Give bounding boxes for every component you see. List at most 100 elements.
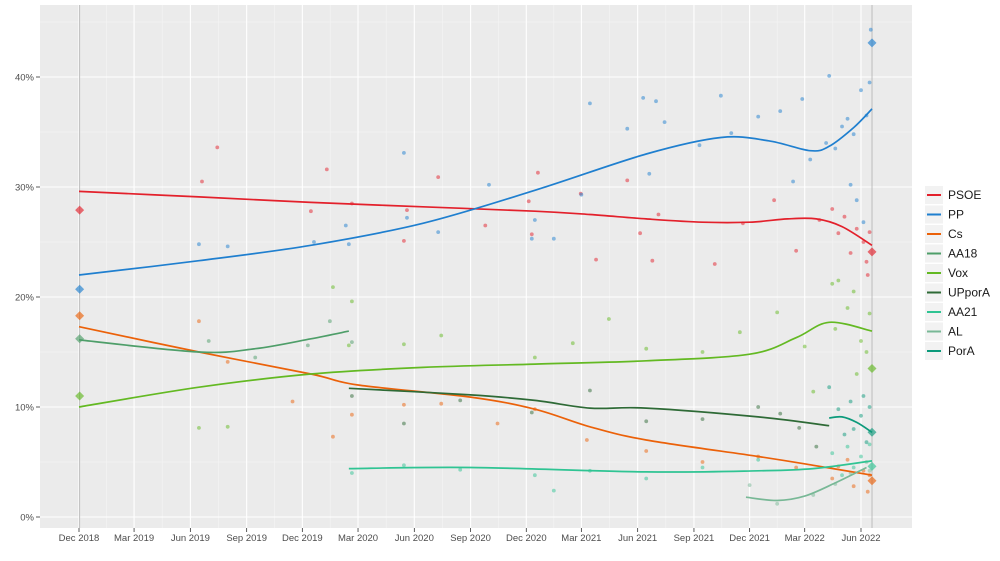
poll-point-uppora [402,421,406,426]
poll-point-vox [346,343,351,348]
poll-point-pora [851,427,856,431]
result-diamond-cs [867,476,877,486]
poll-point-vox [570,341,575,346]
poll-point-cs [290,399,295,404]
poll-point-psoe [865,273,870,277]
poll-point-uppora [350,394,354,398]
poll-point-pp [808,157,813,162]
poll-point-aa18 [350,340,354,344]
poll-point-cs [331,434,335,439]
poll-point-uppora [797,426,802,430]
poll-point-psoe [638,231,643,236]
poll-point-psoe [529,232,534,237]
poll-point-uppora [756,405,761,409]
poll-point-aa18 [206,339,211,343]
result-diamond-psoe [867,247,877,257]
trend-line-aa18 [78,330,350,354]
poll-point-psoe [625,178,630,183]
poll-point-aa21 [830,451,835,456]
legend-label-cs: Cs [948,227,963,241]
poll-point-pp [851,132,856,137]
trend-lines [78,108,873,502]
poll-point-pp [312,240,316,244]
poll-point-pora [864,440,869,445]
poll-point-pp [848,182,853,187]
poll-point-pp [756,114,761,119]
legend-label-aa18: AA18 [948,247,978,261]
x-tick-label: Jun 2020 [395,533,434,544]
poll-point-vox [854,372,859,376]
poll-point-cs [584,438,589,442]
poll-point-al [775,501,780,506]
poll-point-vox [402,342,406,347]
poll-point-cs [197,319,201,324]
poll-point-psoe [842,214,847,219]
poll-point-cs [644,449,649,453]
poll-point-pp [625,126,630,131]
result-diamond-pp [75,284,85,294]
trend-line-pora [829,415,873,434]
legend-label-pp: PP [948,208,964,222]
plot-panel [40,5,912,528]
poll-point-vox [644,346,649,351]
poll-point-uppora [588,388,592,393]
poll-point-vox [197,426,201,430]
poll-point-vox [802,344,807,349]
poll-point-psoe [712,262,717,266]
poll-point-vox [867,311,872,316]
legend-label-pora: PorA [948,344,975,358]
poll-point-pp [854,198,859,203]
poll-point-pp [641,96,646,100]
poll-point-pp [579,192,584,197]
poll-point-pp [845,116,850,121]
legend-label-uppora: UPporA [948,286,990,300]
poll-point-psoe [405,208,409,213]
x-tick-label: Mar 2021 [561,533,601,544]
poll-point-vox [331,285,335,289]
x-tick-label: Sep 2021 [674,533,715,544]
trend-line-uppora [348,387,830,427]
poll-point-vox [836,278,841,283]
poll-point-psoe [526,199,531,204]
x-tick-label: Dec 2019 [282,533,323,544]
poll-point-vox [700,350,705,354]
poll-point-pp [861,220,866,225]
poll-point-pora [842,432,847,437]
poll-point-cs [439,401,444,406]
poll-point-vox [811,389,816,394]
poll-point-vox [833,327,838,331]
poll-point-pp [791,179,795,184]
poll-point-aa21 [756,457,761,462]
legend: PSOE PP Cs AA18 Vox UPporA AA21 AL PorA [925,186,990,360]
poll-point-aa21 [551,488,556,493]
poll-point-psoe [650,258,655,263]
poll-point-pp [800,97,805,101]
poll-point-vox [830,281,835,286]
trend-line-pp [78,108,873,276]
poll-point-aa21 [458,467,463,472]
x-axis: Dec 2018 Mar 2019 Jun 2019 Sep 2019 Dec 2019… [59,528,881,544]
gridlines [40,5,912,528]
x-tick-label: Jun 2019 [171,533,210,544]
poll-point-cs [495,421,500,426]
poll-point-vox [859,339,863,343]
election-lines [79,5,873,528]
poll-point-aa21 [350,471,354,475]
poll-point-pp [654,99,658,104]
result-diamond-cs [75,311,85,321]
poll-point-cs [402,402,406,407]
result-diamond-vox [75,391,85,401]
poll-point-pp [588,101,592,106]
poll-point-cs [700,460,705,464]
poll-point-pora [859,413,863,418]
y-tick-label: 30% [15,183,35,194]
result-diamond-aa18 [75,334,85,344]
poll-point-aa21 [859,454,863,459]
legend-label-al: AL [948,325,963,339]
poll-point-psoe [215,145,220,150]
poll-point-pp [662,120,667,124]
poll-point-aa21 [402,463,406,468]
poll-point-pp [868,27,873,32]
poll-point-aa18 [253,355,258,360]
trend-line-aa21 [348,460,873,473]
